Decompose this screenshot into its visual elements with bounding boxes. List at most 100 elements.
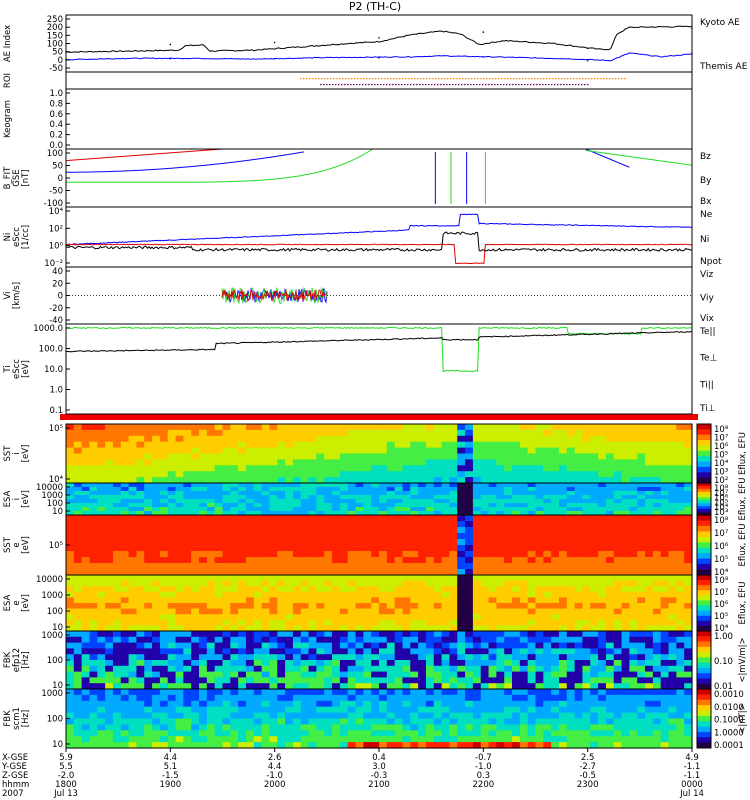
heat-cell <box>332 539 341 546</box>
heat-cell <box>89 614 98 621</box>
heat-cell <box>339 631 349 638</box>
heat-cell <box>300 619 310 626</box>
heat-cell <box>112 441 122 449</box>
heat-cell <box>308 521 318 528</box>
heat-cell <box>159 487 169 492</box>
roi-mark <box>501 78 503 80</box>
heat-cell <box>621 429 631 437</box>
heat-cell <box>613 694 623 702</box>
heat-cell <box>269 591 278 598</box>
heat-cell <box>441 453 451 460</box>
heat-cell <box>441 580 451 587</box>
heat-cell <box>418 603 427 610</box>
heat-cell <box>339 736 349 743</box>
heat-cell <box>152 665 161 673</box>
heat-cell <box>183 429 192 437</box>
heat-cell <box>332 483 341 488</box>
heat-cell <box>167 563 177 570</box>
heat-cell <box>519 724 529 731</box>
roi-mark <box>459 78 461 80</box>
heat-cell <box>81 557 91 564</box>
heat-cell <box>292 654 302 661</box>
heat-cell <box>269 507 278 512</box>
heat-cell <box>300 671 310 678</box>
heat-cell <box>144 642 153 649</box>
heat-cell <box>410 586 419 593</box>
heat-cell <box>277 712 286 720</box>
heat-cell <box>214 483 224 488</box>
heat-cell <box>230 491 239 496</box>
heat-cell <box>292 569 302 576</box>
heat-cell <box>496 631 505 638</box>
heat-cell <box>613 730 623 737</box>
heat-cell <box>183 700 192 708</box>
heat-cell <box>300 614 310 621</box>
heat-cell <box>81 591 91 598</box>
heat-cell <box>512 575 521 582</box>
heat-cell <box>136 507 145 512</box>
heat-cell <box>292 648 302 655</box>
heat-cell <box>394 625 404 632</box>
heat-cell <box>120 429 130 437</box>
heat-cell <box>684 591 693 598</box>
heat-cell <box>543 533 552 540</box>
heat-cell <box>645 608 654 615</box>
heat-cell <box>472 730 482 737</box>
heat-cell <box>371 471 380 478</box>
heat-cell <box>292 636 302 644</box>
roi-mark <box>479 84 481 86</box>
heat-cell <box>97 742 106 749</box>
heat-cell <box>684 724 693 731</box>
heat-cell <box>269 619 278 626</box>
heat-cell <box>410 491 419 496</box>
heat-cell <box>308 533 318 540</box>
heat-cell <box>472 648 482 655</box>
heat-cell <box>253 429 263 437</box>
heat-cell <box>269 539 278 546</box>
heat-cell <box>222 499 231 504</box>
heat-cell <box>269 424 278 431</box>
heat-cell <box>206 636 216 644</box>
heat-cell <box>371 424 380 431</box>
heat-cell <box>206 527 216 534</box>
heat-cell <box>590 665 599 673</box>
heat-cell <box>676 441 685 449</box>
heat-cell <box>425 511 435 516</box>
heat-cell <box>394 435 404 443</box>
heat-cell <box>316 575 325 582</box>
heat-cell <box>66 441 75 449</box>
heat-cell <box>558 625 568 632</box>
heat-cell <box>222 575 231 582</box>
heat-cell <box>261 533 271 540</box>
heat-cell <box>512 447 521 455</box>
heat-cell <box>425 694 435 702</box>
heat-cell <box>66 642 75 649</box>
heat-cell <box>418 730 427 737</box>
heat-cell <box>206 724 216 731</box>
heat-cell <box>136 614 145 621</box>
heat-cell <box>465 471 474 478</box>
roi-mark <box>338 84 340 86</box>
heat-cell <box>504 625 513 632</box>
heat-cell <box>449 597 458 604</box>
heat-cell <box>199 631 208 638</box>
heat-cell <box>66 586 75 593</box>
heat-cell <box>175 465 184 472</box>
heat-cell <box>159 665 169 673</box>
heat-cell <box>386 603 396 610</box>
heat-cell <box>105 533 114 540</box>
heat-cell <box>222 507 231 512</box>
heat-cell <box>136 706 145 714</box>
heat-cell <box>504 563 513 570</box>
heat-cell <box>527 619 537 626</box>
heat-cell <box>457 700 466 708</box>
heat-cell <box>89 551 98 558</box>
heat-cell <box>449 459 458 466</box>
heat-cell <box>488 447 497 455</box>
heat-cell <box>300 459 310 466</box>
heat-cell <box>159 603 169 610</box>
heat-cell <box>645 689 654 696</box>
heat-cell <box>292 608 302 615</box>
heat-cell <box>645 483 654 488</box>
heat-cell <box>199 580 208 587</box>
